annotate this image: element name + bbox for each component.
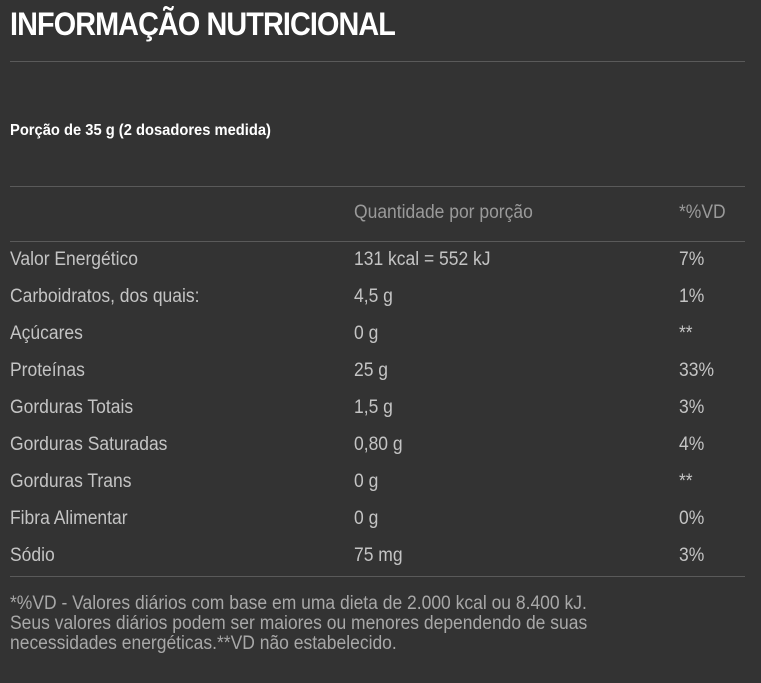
table-row: Açúcares 0 g ** [10, 323, 745, 353]
cell-quantity: 0 g [354, 508, 379, 529]
cell-quantity: 4,5 g [354, 286, 393, 307]
cell-nutrient: Proteínas [10, 360, 85, 381]
header-quantity: Quantidade por porção [354, 202, 533, 223]
table-header: Quantidade por porção *%VD [10, 202, 745, 232]
cell-dv: ** [679, 323, 693, 344]
table-row: Valor Energético 131 kcal = 552 kJ 7% [10, 249, 745, 279]
cell-quantity: 0,80 g [354, 434, 403, 455]
cell-dv: 4% [679, 434, 705, 455]
cell-nutrient: Gorduras Totais [10, 397, 134, 418]
table-row: Fibra Alimentar 0 g 0% [10, 508, 745, 538]
footnote-line: necessidades energéticas.**VD não estabe… [10, 633, 397, 654]
divider [10, 576, 745, 577]
table-row: Carboidratos, dos quais: 4,5 g 1% [10, 286, 745, 316]
cell-nutrient: Gorduras Saturadas [10, 434, 168, 455]
cell-nutrient: Gorduras Trans [10, 471, 132, 492]
cell-nutrient: Carboidratos, dos quais: [10, 286, 200, 307]
header-dv: *%VD [679, 202, 726, 223]
cell-nutrient: Fibra Alimentar [10, 508, 128, 529]
cell-nutrient: Sódio [10, 545, 55, 566]
cell-dv: 7% [679, 249, 705, 270]
table-row: Gorduras Saturadas 0,80 g 4% [10, 434, 745, 464]
table-row: Gorduras Trans 0 g ** [10, 471, 745, 501]
divider [10, 241, 745, 242]
table-row: Proteínas 25 g 33% [10, 360, 745, 390]
cell-dv: 33% [679, 360, 714, 381]
cell-nutrient: Valor Energético [10, 249, 138, 270]
cell-quantity: 75 mg [354, 545, 403, 566]
table-row: Sódio 75 mg 3% [10, 545, 745, 575]
cell-dv: ** [679, 471, 693, 492]
cell-quantity: 131 kcal = 552 kJ [354, 249, 491, 270]
cell-nutrient: Açúcares [10, 323, 83, 344]
table-row: Gorduras Totais 1,5 g 3% [10, 397, 745, 427]
cell-quantity: 25 g [354, 360, 389, 381]
page-title: INFORMAÇÃO NUTRICIONAL [10, 6, 396, 42]
footnote: *%VD - Valores diários com base em uma d… [10, 594, 737, 654]
cell-dv: 1% [679, 286, 705, 307]
cell-quantity: 0 g [354, 471, 379, 492]
serving-size: Porção de 35 g (2 dosadores medida) [10, 122, 271, 139]
cell-quantity: 1,5 g [354, 397, 393, 418]
divider [10, 61, 745, 62]
cell-dv: 0% [679, 508, 705, 529]
cell-quantity: 0 g [354, 323, 379, 344]
cell-dv: 3% [679, 545, 705, 566]
footnote-line: *%VD - Valores diários com base em uma d… [10, 593, 587, 614]
footnote-line: Seus valores diários podem ser maiores o… [10, 613, 588, 634]
divider [10, 186, 745, 187]
cell-dv: 3% [679, 397, 705, 418]
